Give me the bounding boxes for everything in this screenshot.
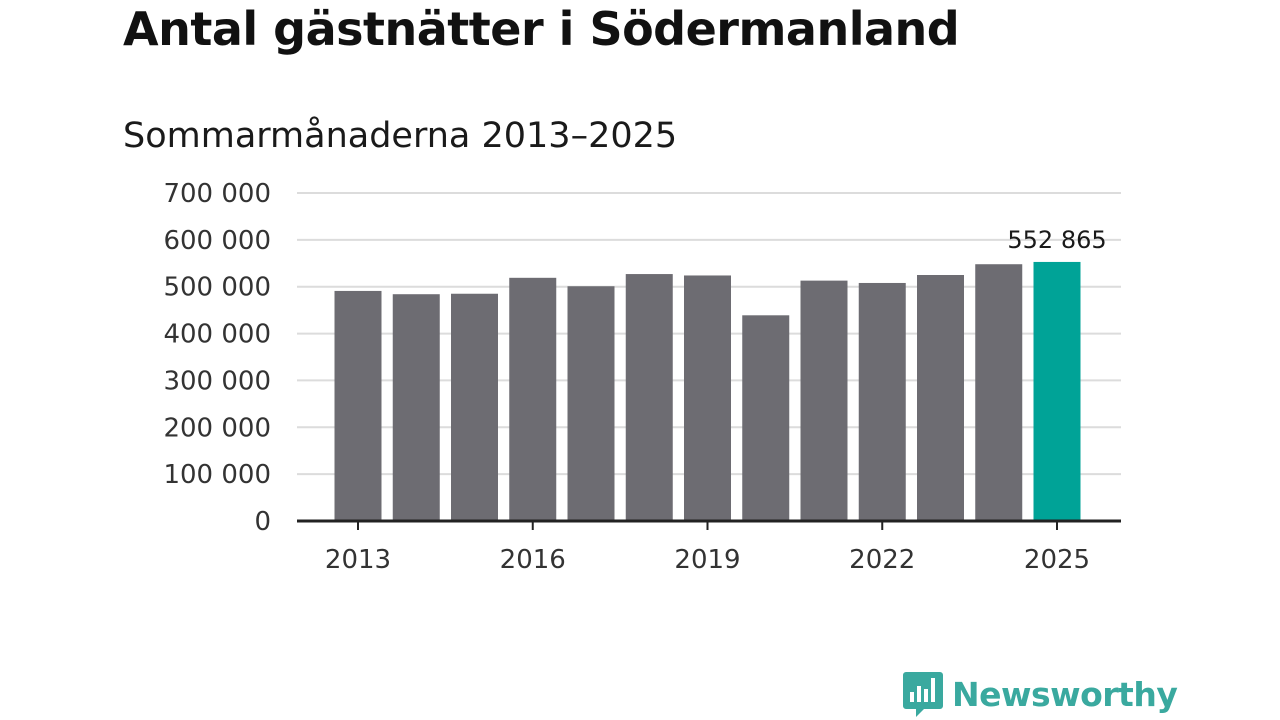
bar-2017: [567, 286, 615, 521]
bar-2018: [625, 274, 673, 521]
bar-2025: [1033, 261, 1081, 521]
bars: [334, 261, 1081, 521]
y-tick-label: 100 000: [163, 460, 271, 490]
bar-2021: [800, 280, 848, 521]
x-tick-label: 2013: [325, 545, 391, 575]
bar-2019: [684, 275, 731, 521]
bar-2020: [742, 315, 790, 521]
brand-name: Newsworthy: [952, 674, 1178, 714]
bar-2022: [858, 282, 906, 521]
y-tick-label: 500 000: [163, 273, 271, 303]
bar-2013: [334, 290, 382, 521]
chart-title: Antal gästnätter i Södermanland: [123, 2, 960, 56]
bar-2015: [451, 293, 498, 521]
newsworthy-logo: Newsworthy: [902, 670, 1178, 718]
bar-2023: [917, 275, 964, 521]
chart-subtitle: Sommarmånaderna 2013–2025: [123, 116, 678, 156]
bar-2014: [392, 294, 440, 521]
y-tick-label: 0: [254, 507, 271, 537]
x-tick-label: 2016: [500, 545, 566, 575]
y-tick-label: 300 000: [163, 366, 271, 396]
y-tick-label: 600 000: [163, 226, 271, 256]
x-tick-label: 2019: [674, 545, 740, 575]
bar-chart-speech-bubble-icon: [903, 672, 943, 717]
bar-2016: [509, 277, 557, 521]
x-tick-label: 2022: [849, 545, 915, 575]
y-tick-label: 400 000: [163, 320, 271, 350]
bar-value-label: 552 865: [1007, 226, 1106, 254]
bar-2024: [975, 264, 1023, 521]
y-tick-label: 700 000: [163, 179, 271, 209]
labels: 0 100 000 200 000 300 000 400 000 500 000 600 …: [163, 179, 1106, 575]
x-tick-label: 2025: [1024, 545, 1090, 575]
y-tick-label: 200 000: [163, 413, 271, 443]
axes: [297, 519, 1121, 530]
